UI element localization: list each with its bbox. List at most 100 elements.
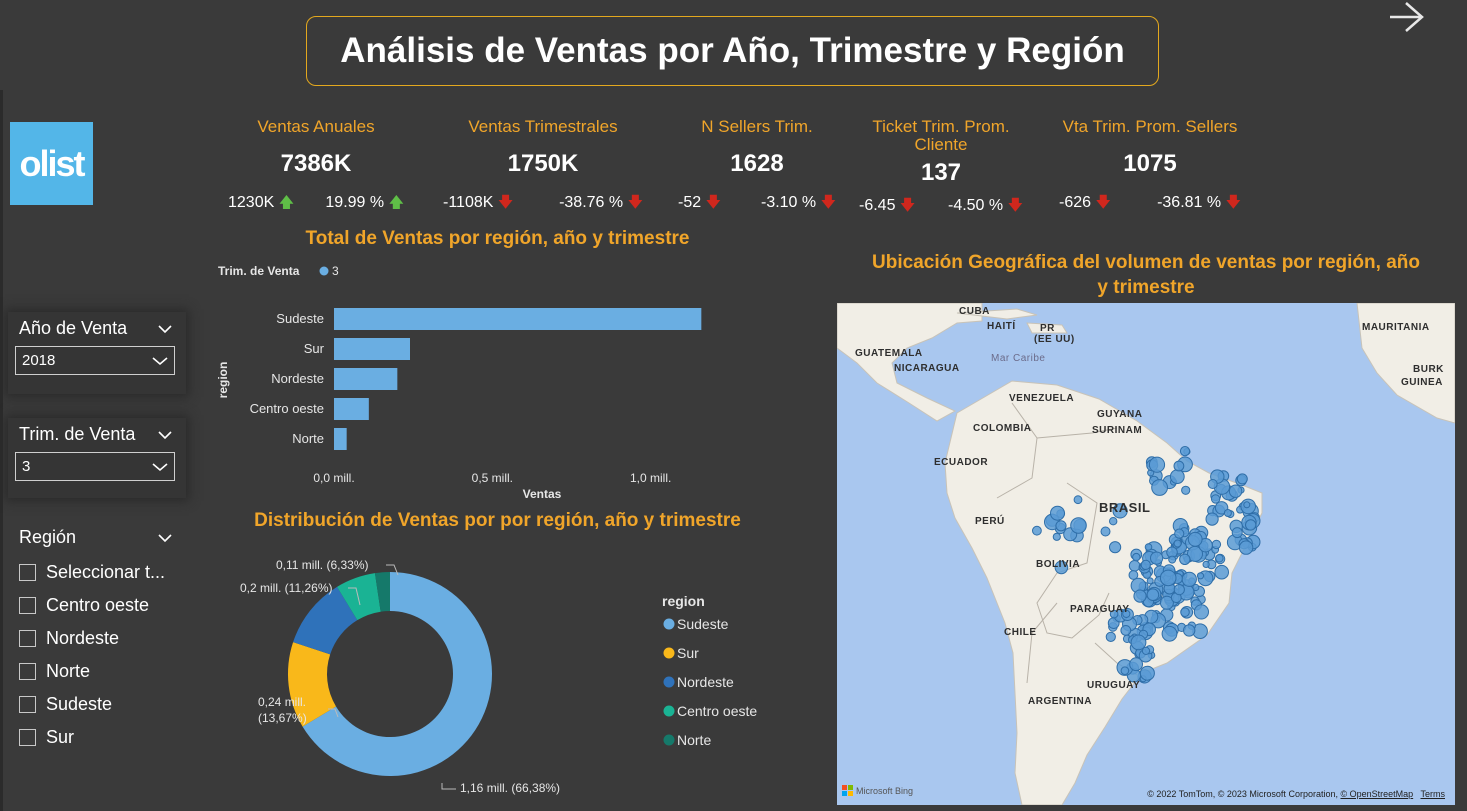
map-bubble[interactable] xyxy=(1245,519,1257,531)
map-bubble[interactable] xyxy=(1132,552,1141,562)
checkbox[interactable] xyxy=(19,696,36,713)
donut-slice[interactable] xyxy=(288,642,337,727)
map-bubble[interactable] xyxy=(1205,512,1219,526)
quarter-slicer-header[interactable]: Trim. de Venta xyxy=(8,418,186,445)
map-bubble[interactable] xyxy=(1130,634,1147,651)
chevron-down-icon[interactable] xyxy=(158,430,172,440)
map-bubble[interactable] xyxy=(1052,532,1061,541)
donut-slice[interactable] xyxy=(337,573,381,621)
map-bubble[interactable] xyxy=(1144,543,1153,551)
arrow-right-icon[interactable] xyxy=(1386,0,1426,36)
region-option-sudeste[interactable]: Sudeste xyxy=(19,688,186,721)
donut-legend-item[interactable]: Norte xyxy=(677,732,711,748)
bar[interactable] xyxy=(334,338,410,360)
map-bubble[interactable] xyxy=(1187,531,1203,547)
map-bubble[interactable] xyxy=(1050,505,1065,521)
map-bubble[interactable] xyxy=(1032,525,1042,536)
checkbox[interactable] xyxy=(19,663,36,680)
year-dropdown[interactable]: 2018 xyxy=(15,346,175,375)
region-slicer-header[interactable]: Región xyxy=(8,524,186,548)
region-option-centro-oeste[interactable]: Centro oeste xyxy=(19,589,186,622)
map-bubble[interactable] xyxy=(1070,517,1087,534)
year-slicer-header[interactable]: Año de Venta xyxy=(8,312,186,339)
map-bubble[interactable] xyxy=(1105,631,1116,642)
map-bubble[interactable] xyxy=(1181,571,1197,587)
bar[interactable] xyxy=(334,428,347,450)
map-bubble[interactable] xyxy=(1109,517,1118,526)
bar[interactable] xyxy=(334,308,702,330)
map-bubble[interactable] xyxy=(1179,553,1191,565)
checkbox[interactable] xyxy=(19,729,36,746)
map-bubble[interactable] xyxy=(1223,509,1232,517)
map-bubble[interactable] xyxy=(1141,646,1151,655)
bar[interactable] xyxy=(334,398,369,420)
quarter-dropdown[interactable]: 3 xyxy=(15,452,175,481)
map-bubble[interactable] xyxy=(1055,520,1067,532)
map-bubble[interactable] xyxy=(1120,666,1130,676)
region-option-norte[interactable]: Norte xyxy=(19,655,186,688)
donut-legend-item[interactable]: Sudeste xyxy=(677,616,729,632)
map-visual[interactable]: CUBA HAITÍ PR (EE UU) GUATEMALA NICARAGU… xyxy=(837,303,1455,805)
map-bubble[interactable] xyxy=(1151,479,1169,496)
region-option-sur[interactable]: Sur xyxy=(19,721,186,754)
map-bubble[interactable] xyxy=(1148,456,1166,473)
map-bubble[interactable] xyxy=(1196,572,1205,580)
map-bubble[interactable] xyxy=(1112,503,1128,519)
map-bubble[interactable] xyxy=(1139,665,1155,681)
map-bubble[interactable] xyxy=(1236,473,1248,485)
donut-legend-item[interactable]: Centro oeste xyxy=(677,703,757,719)
map-bubble[interactable] xyxy=(1183,624,1196,637)
donut-chart[interactable]: 1,16 mill. (66,38%) 0,24 mill. (13,67%) 0,2… xyxy=(210,545,800,807)
map-bubble[interactable] xyxy=(1146,588,1160,602)
osm-link[interactable]: © OpenStreetMap xyxy=(1340,789,1414,799)
map-bubble[interactable] xyxy=(1169,469,1185,485)
map-bubble[interactable] xyxy=(1109,541,1122,554)
map-bubble[interactable] xyxy=(1211,539,1222,550)
map-bubble[interactable] xyxy=(1128,560,1141,572)
bar[interactable] xyxy=(334,368,398,390)
map-bubble[interactable] xyxy=(1174,528,1185,539)
map-bubble[interactable] xyxy=(1168,555,1177,564)
donut-slice[interactable] xyxy=(302,572,492,776)
map-bubble[interactable] xyxy=(1054,560,1069,575)
chevron-down-icon[interactable] xyxy=(158,533,172,543)
checkbox[interactable] xyxy=(19,597,36,614)
map-bubble[interactable] xyxy=(1161,625,1178,642)
map-canvas[interactable] xyxy=(837,303,1455,805)
map-bubble[interactable] xyxy=(1228,484,1243,498)
map-bubble[interactable] xyxy=(1159,569,1177,587)
donut-slice[interactable] xyxy=(374,572,390,612)
map-bubble[interactable] xyxy=(1180,607,1190,618)
map-bubble[interactable] xyxy=(1173,539,1182,548)
map-bubble[interactable] xyxy=(1073,495,1083,505)
map-bubble[interactable] xyxy=(1122,609,1131,618)
map-bubble[interactable] xyxy=(1202,560,1210,568)
map-bubble[interactable] xyxy=(1173,460,1185,472)
map-bubble[interactable] xyxy=(1159,595,1174,610)
map-bubble[interactable] xyxy=(1109,609,1119,619)
map-bubble[interactable] xyxy=(1100,526,1111,537)
map-bubble[interactable] xyxy=(1173,584,1185,596)
donut-legend-item[interactable]: Nordeste xyxy=(677,674,734,690)
donut-legend-item[interactable]: Sur xyxy=(677,645,699,661)
map-bubble[interactable] xyxy=(1231,527,1243,539)
map-bubble[interactable] xyxy=(1215,554,1224,563)
map-bubble[interactable] xyxy=(1210,494,1221,504)
map-bubble[interactable] xyxy=(1133,589,1147,603)
donut-slice[interactable] xyxy=(293,586,358,655)
map-bubble[interactable] xyxy=(1179,446,1191,457)
map-bubble[interactable] xyxy=(1140,559,1151,570)
map-bubble[interactable] xyxy=(1214,564,1230,580)
map-bubble[interactable] xyxy=(1146,577,1154,585)
map-bubble[interactable] xyxy=(1243,501,1251,509)
map-bubble[interactable] xyxy=(1193,604,1209,620)
map-bubble[interactable] xyxy=(1129,657,1144,672)
map-bubble[interactable] xyxy=(1120,625,1132,636)
map-bubble[interactable] xyxy=(1181,485,1191,495)
map-bubble[interactable] xyxy=(1207,479,1218,489)
region-option-all[interactable]: Seleccionar t... xyxy=(19,556,186,589)
map-bubble[interactable] xyxy=(1128,570,1139,580)
bar-chart[interactable]: Trim. de Venta 3 region Ventas Sudeste Su… xyxy=(210,258,770,506)
checkbox[interactable] xyxy=(19,564,36,581)
map-bubble[interactable] xyxy=(1238,540,1254,555)
